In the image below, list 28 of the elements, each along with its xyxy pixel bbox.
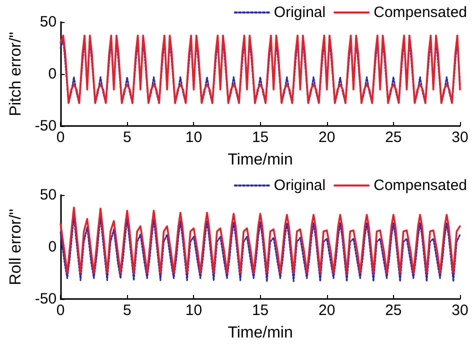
line-series bbox=[60, 206, 461, 274]
x-tick-label: 30 bbox=[452, 302, 468, 319]
x-tick-label: 15 bbox=[252, 129, 269, 146]
legend-label: Compensated bbox=[374, 177, 468, 194]
x-tick-label: 10 bbox=[185, 302, 202, 319]
x-axis-title: Time/min bbox=[228, 152, 293, 168]
y-tick-label: 50 bbox=[40, 186, 57, 204]
legend-label: Compensated bbox=[374, 4, 468, 21]
y-tick-label: 0 bbox=[48, 66, 57, 82]
y-tick-label: 50 bbox=[40, 14, 57, 30]
x-tick-label: 25 bbox=[385, 302, 402, 319]
x-tick-label: 5 bbox=[122, 302, 132, 319]
x-tick-label: 10 bbox=[185, 129, 202, 146]
y-axis-title: Pitch error/'' bbox=[8, 32, 24, 116]
x-tick-label: 30 bbox=[452, 129, 468, 146]
y-tick-label: -50 bbox=[34, 290, 57, 308]
x-axis-title: Time/min bbox=[228, 324, 293, 342]
y-axis-title: Roll error/'' bbox=[8, 208, 24, 286]
y-tick-label: -50 bbox=[34, 118, 57, 134]
legend-label: Original bbox=[274, 177, 326, 194]
x-tick-label: 20 bbox=[318, 302, 336, 319]
line-series bbox=[60, 215, 461, 282]
y-tick-label: 0 bbox=[48, 238, 57, 256]
x-tick-label: 20 bbox=[318, 129, 336, 146]
x-tick-label: 15 bbox=[252, 302, 269, 319]
x-tick-label: 25 bbox=[385, 129, 402, 146]
legend-label: Original bbox=[274, 4, 326, 21]
x-tick-label: 5 bbox=[122, 129, 132, 146]
